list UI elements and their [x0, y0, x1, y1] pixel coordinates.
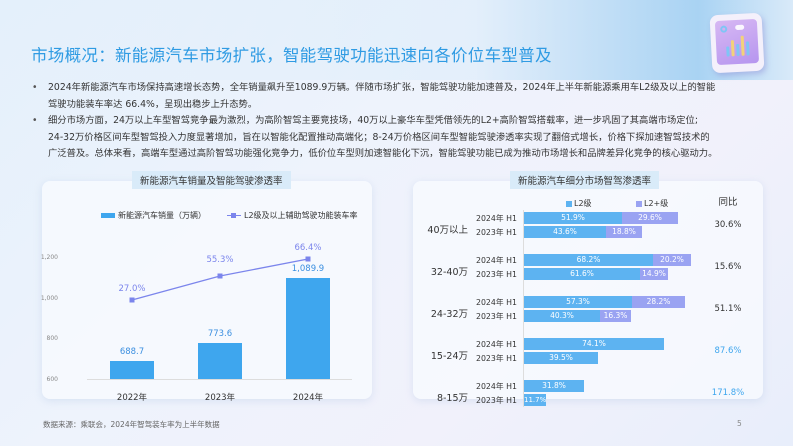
legend-penetration-label: L2级及以上辅助驾驶功能装车率: [244, 211, 358, 220]
period-label: 2024年 H1: [476, 298, 517, 307]
l2-segment: 74.1%: [524, 338, 664, 350]
stacked-bar: 74.1%: [524, 338, 664, 350]
segment-label: 32-40万: [430, 267, 468, 278]
y-axis: [523, 210, 524, 407]
header-band: [0, 0, 793, 80]
bar-2023: [198, 343, 242, 379]
l2plus-segment: 16.3%: [600, 310, 631, 322]
line-value-label: 66.4%: [294, 243, 322, 253]
segment-label: 24-32万: [430, 309, 468, 320]
x-axis: [87, 379, 352, 380]
bullet-1: 2024年新能源汽车市场保持高速增长态势，全年销量飙升至1089.9万辆。伴随市…: [32, 80, 772, 113]
l2plus-segment: 18.8%: [606, 226, 642, 238]
yoy-value: 30.6%: [714, 220, 742, 230]
bar-2024: [286, 278, 330, 379]
segment-label: 15-24万: [430, 351, 468, 362]
stacked-bar: 43.6% 18.8%: [524, 226, 642, 238]
yoy-value: 51.1%: [714, 304, 742, 314]
y-tick: 1,000: [40, 295, 58, 302]
legend-l2: L2级: [566, 198, 592, 209]
legend-sales-label: 新能源汽车销量（万辆）: [118, 211, 206, 220]
l2-segment: 68.2%: [524, 254, 653, 266]
stacked-bar: 61.6% 14.9%: [524, 268, 668, 280]
period-label: 2024年 H1: [476, 256, 517, 265]
bullet-2: 细分市场方面，24万以上车型智驾竞争最为激烈，为高阶智驾主要竞技场，40万以上豪…: [32, 113, 772, 163]
line-value-label: 55.3%: [206, 255, 234, 265]
y-tick: 800: [46, 335, 58, 342]
l2-segment: 61.6%: [524, 268, 640, 280]
l2-segment: 11.7%: [524, 394, 547, 406]
stacked-bar: 40.3% 16.3%: [524, 310, 631, 322]
l2plus-segment: 14.9%: [640, 268, 668, 280]
bar-value-label: 773.6: [207, 329, 233, 339]
period-label: 2023年 H1: [476, 228, 517, 237]
stacked-bar: 51.9% 29.6%: [524, 212, 678, 224]
bar-value-label: 1,089.9: [291, 264, 325, 274]
bullet-text: 驾驶功能装车率达 66.4%，呈现出稳步上升态势。: [48, 98, 258, 110]
segment-label: 8-15万: [436, 393, 468, 404]
stacked-bar: 39.5%: [524, 352, 598, 364]
l2-segment: 39.5%: [524, 352, 598, 364]
l2plus-swatch-icon: [636, 200, 642, 207]
yoy-value: 15.6%: [714, 262, 742, 272]
line-value-label: 27.0%: [118, 284, 146, 294]
stacked-bar: 57.3% 28.2%: [524, 296, 685, 308]
legend-sales: 新能源汽车销量（万辆）: [101, 210, 206, 221]
stacked-bar: 31.8%: [524, 380, 584, 392]
y-tick: 1,200: [40, 254, 58, 261]
bullet-text: 细分市场方面，24万以上车型智驾竞争最为激烈，为高阶智驾主要竞技场，40万以上豪…: [48, 115, 698, 126]
x-label: 2024年: [292, 393, 324, 403]
l2-swatch-icon: [566, 200, 572, 207]
period-label: 2023年 H1: [476, 312, 517, 321]
period-label: 2023年 H1: [476, 270, 517, 279]
yoy-header: 同比: [718, 197, 738, 208]
legend-l2plus-label: L2+级: [644, 199, 669, 208]
l2plus-segment: 28.2%: [632, 296, 685, 308]
stacked-bar: 68.2% 20.2%: [524, 254, 691, 266]
period-label: 2023年 H1: [476, 396, 517, 405]
legend-l2-label: L2级: [574, 199, 592, 208]
l2-segment: 31.8%: [524, 380, 584, 392]
period-label: 2023年 H1: [476, 354, 517, 363]
segment-label: 40万以上: [427, 225, 468, 236]
legend-l2plus: L2+级: [636, 198, 668, 209]
l2plus-segment: 29.6%: [622, 212, 678, 224]
line-marker-icon: [227, 213, 241, 217]
period-label: 2024年 H1: [476, 214, 517, 223]
bullet-text: 24-32万价格区间车型智驾投入力度显著增加，旨在以智能化配置推动高端化；8-2…: [48, 131, 710, 143]
summary-bullets: 2024年新能源汽车市场保持高速增长态势，全年销量飙升至1089.9万辆。伴随市…: [32, 80, 772, 163]
page-number: 5: [737, 419, 742, 428]
data-source-note: 数据来源：乘联会，2024年智驾装车率为上半年数据: [43, 420, 220, 429]
stacked-bar: 11.7%: [524, 394, 546, 406]
bullet-text: 2024年新能源汽车市场保持高速增长态势，全年销量飙升至1089.9万辆。伴随市…: [48, 82, 716, 93]
yoy-value: 87.6%: [714, 346, 742, 356]
y-tick: 600: [46, 376, 58, 383]
segment-chart-title: 新能源汽车细分市场智驾渗透率: [510, 171, 660, 189]
l2-segment: 43.6%: [524, 226, 606, 238]
yoy-value: 171.8%: [711, 388, 745, 398]
l2-segment: 40.3%: [524, 310, 600, 322]
l2-segment: 51.9%: [524, 212, 622, 224]
l2plus-segment: 20.2%: [653, 254, 691, 266]
sales-chart-title: 新能源汽车销量及智能驾驶渗透率: [132, 171, 291, 189]
page-title: 市场概况：新能源汽车市场扩张，智能驾驶功能迅速向各价位车型普及: [31, 46, 552, 65]
bar-2022: [110, 361, 154, 379]
bar-value-label: 688.7: [119, 347, 145, 357]
legend-penetration: L2级及以上辅助驾驶功能装车率: [227, 210, 358, 221]
period-label: 2024年 H1: [476, 382, 517, 391]
l2-segment: 57.3%: [524, 296, 632, 308]
bullet-text: 广泛普及。总体来看，高端车型通过高阶智驾功能强化竞争力，低价位车型则加速智能化下…: [48, 148, 718, 159]
bar-swatch-icon: [101, 213, 115, 218]
x-label: 2023年: [204, 393, 236, 403]
period-label: 2024年 H1: [476, 340, 517, 349]
x-label: 2022年: [116, 393, 148, 403]
